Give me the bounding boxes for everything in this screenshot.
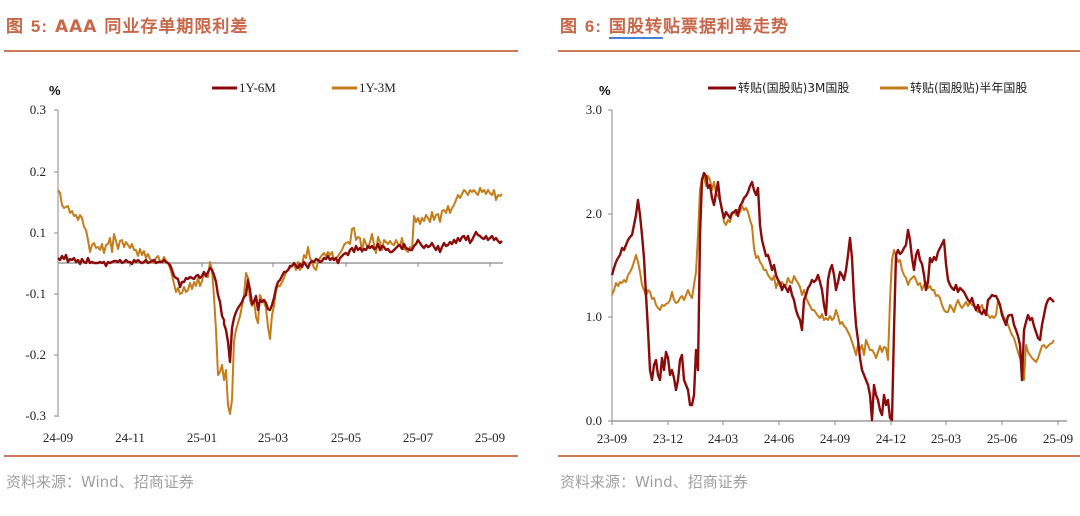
figure-6-source: 资料来源：Wind、招商证券 bbox=[560, 473, 748, 491]
legend-label-6m: 转贴(国股贴)半年国股 bbox=[910, 80, 1027, 95]
x-tick-label: 24-11 bbox=[115, 430, 145, 445]
y-tick-label: 2.0 bbox=[586, 206, 602, 221]
figure-5-panel: 图 5: AAA 同业存单期限利差 % 1Y-6M 1Y-3M 0.3 0.2 … bbox=[4, 12, 518, 491]
y-tick-label: -0.2 bbox=[25, 347, 46, 362]
x-tick-label: 25-06 bbox=[987, 431, 1018, 446]
x-tick-label: 24-09 bbox=[43, 430, 73, 445]
x-tick-label: 25-07 bbox=[403, 430, 434, 445]
y-unit-label: % bbox=[49, 83, 61, 98]
figure-5-top-rule bbox=[4, 50, 518, 52]
figure-6-bottom-rule bbox=[558, 455, 1080, 457]
x-tick-label: 24-06 bbox=[764, 431, 795, 446]
figure-6-top-rule bbox=[558, 50, 1080, 52]
y-tick-label: 0.0 bbox=[586, 413, 602, 428]
figure-5-source: 资料来源：Wind、招商证券 bbox=[6, 473, 194, 491]
x-tick-label: 24-09 bbox=[820, 431, 850, 446]
x-axis: 23-09 23-12 24-03 24-06 24-09 24-12 25-0… bbox=[597, 420, 1073, 446]
x-tick-label: 24-12 bbox=[876, 431, 906, 446]
figure-6-chart: % 转贴(国股贴)3M国股 转贴(国股贴)半年国股 3.0 2.0 1.0 0.… bbox=[586, 80, 1073, 446]
x-tick-label: 25-01 bbox=[187, 430, 217, 445]
figure-5-chart: % 1Y-6M 1Y-3M 0.3 0.2 0.1 -0.1 -0.2 -0.3 bbox=[25, 80, 505, 445]
x-tick-label: 23-12 bbox=[653, 431, 683, 446]
legend-label-1y-3m: 1Y-3M bbox=[359, 80, 396, 95]
y-tick-label: 0.2 bbox=[30, 164, 46, 179]
legend-label-1y-6m: 1Y-6M bbox=[239, 80, 276, 95]
series-line-1y-6m bbox=[57, 230, 503, 364]
y-tick-label: -0.1 bbox=[25, 286, 46, 301]
x-axis: 24-09 24-11 25-01 25-03 25-05 25-07 25-0… bbox=[43, 262, 505, 445]
figure-6-title-spellcheck-underlined: 国股转 bbox=[608, 17, 663, 37]
series-line-half-year bbox=[611, 175, 1055, 381]
y-tick-label: 0.1 bbox=[30, 225, 46, 240]
x-tick-label: 25-09 bbox=[475, 430, 505, 445]
legend: 1Y-6M 1Y-3M bbox=[212, 80, 396, 95]
figure-6-title-text: 贴票据利率走势 bbox=[662, 17, 789, 37]
figure-5-title-text: AAA 同业存单期限利差 bbox=[48, 17, 249, 37]
legend: 转贴(国股贴)3M国股 转贴(国股贴)半年国股 bbox=[708, 80, 1027, 95]
y-axis: 3.0 2.0 1.0 0.0 bbox=[586, 102, 613, 428]
y-axis: 0.3 0.2 0.1 -0.1 -0.2 -0.3 bbox=[25, 102, 59, 423]
figure-5-title-prefix: 图 bbox=[6, 17, 31, 37]
y-tick-label: 3.0 bbox=[586, 102, 602, 117]
x-tick-label: 23-09 bbox=[597, 431, 627, 446]
figure-5-bottom-rule bbox=[4, 455, 518, 457]
y-tick-label: 1.0 bbox=[586, 309, 602, 324]
figure-5-title: 图 5: AAA 同业存单期限利差 bbox=[6, 12, 248, 37]
figure-6-title-number: 6: bbox=[584, 17, 603, 36]
series-line-1y-3m bbox=[57, 187, 503, 415]
figure-6-panel: 图 6: 国股转贴票据利率走势 % 转贴(国股贴)3M国股 转贴(国股贴)半年国… bbox=[540, 0, 1080, 516]
x-tick-label: 25-09 bbox=[1043, 431, 1073, 446]
x-tick-label: 25-03 bbox=[258, 430, 288, 445]
y-tick-label: -0.3 bbox=[25, 408, 46, 423]
series-line-3m bbox=[610, 171, 1055, 422]
x-tick-label: 25-03 bbox=[931, 431, 961, 446]
x-tick-label: 24-03 bbox=[708, 431, 738, 446]
y-unit-label: % bbox=[599, 83, 611, 98]
y-tick-label: 0.3 bbox=[30, 102, 46, 117]
figure-6-title: 图 6: 国股转贴票据利率走势 bbox=[560, 12, 789, 37]
figure-6-title-prefix: 图 bbox=[560, 17, 585, 37]
x-tick-label: 25-05 bbox=[331, 430, 361, 445]
legend-label-3m: 转贴(国股贴)3M国股 bbox=[738, 80, 849, 95]
figure-5-title-number: 5: bbox=[30, 17, 49, 36]
